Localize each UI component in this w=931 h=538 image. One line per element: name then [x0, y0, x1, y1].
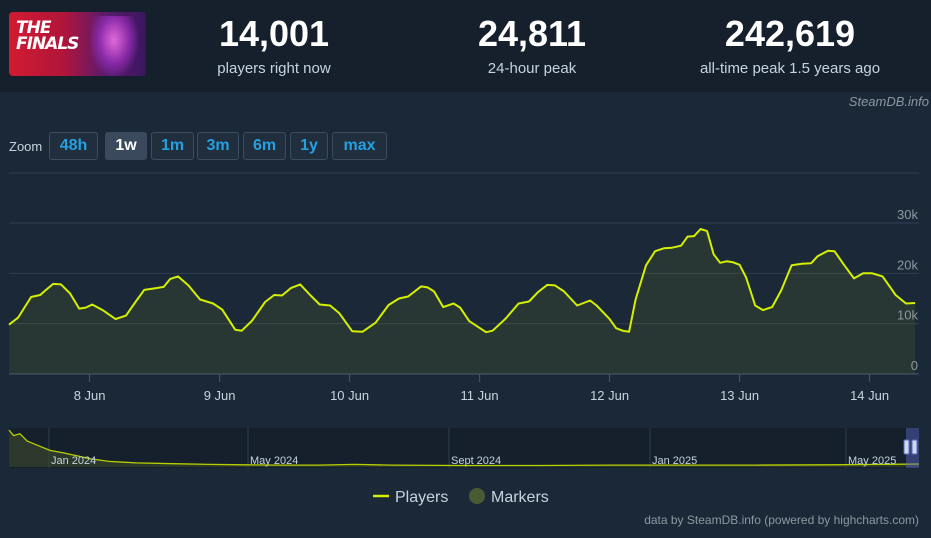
brand-link[interactable]: SteamDB.info: [848, 94, 929, 109]
navigator-line: [8, 429, 920, 467]
chart-credit[interactable]: data by SteamDB.info (powered by highcha…: [644, 513, 919, 527]
stat-value: 24,811: [477, 13, 587, 54]
chart-line-layer: [8, 228, 916, 334]
x-tick-label: 13 Jun: [720, 388, 759, 403]
navigator-area: [9, 430, 919, 467]
x-tick-label: 11 Jun: [461, 388, 499, 403]
navigator-background: [9, 428, 919, 468]
chart-area-fill: [9, 229, 916, 374]
y-tick-label: 0: [911, 358, 918, 373]
zoom-label: Zoom: [9, 139, 43, 154]
game-logo-image[interactable]: THE FINALS: [9, 12, 146, 76]
stat-label: players right now: [217, 60, 331, 77]
chart-gridlines: [9, 172, 919, 375]
zoom-button-1m[interactable]: 1m: [151, 132, 194, 160]
legend-item-players[interactable]: Players: [373, 489, 448, 506]
game-logo-text: THE FINALS: [16, 18, 79, 54]
legend-item-markers[interactable]: Markers: [469, 488, 549, 506]
x-tick-label: 9 Jun: [204, 388, 236, 403]
navigator[interactable]: Jan 2024 May 2024 Sept 2024 Jan 2025 May 202…: [8, 428, 920, 468]
navigator-axis-labels: Jan 2024 May 2024 Sept 2024 Jan 2025 May 202…: [51, 455, 896, 467]
zoom-button-max[interactable]: max: [332, 132, 387, 160]
zoom-button-1w[interactable]: 1w: [105, 132, 147, 160]
y-tick-label: 30k: [897, 207, 918, 222]
x-tick-label: 8 Jun: [74, 388, 106, 403]
legend-circle-symbol: [469, 488, 485, 504]
navigator-tick-label: May 2024: [250, 455, 298, 467]
stat-value: 242,619: [724, 13, 856, 54]
stat-label: all-time peak 1.5 years ago: [699, 60, 881, 77]
x-tick-label: 14 Jun: [850, 388, 889, 403]
legend-label-players: Players: [395, 489, 448, 506]
x-tick-label: 10 Jun: [330, 388, 369, 403]
navigator-gridlines: [48, 428, 847, 468]
navigator-handle-right[interactable]: [911, 439, 918, 455]
x-tick-label: 12 Jun: [590, 388, 629, 403]
x-axis: 8 Jun 9 Jun 10 Jun 11 Jun 12 Jun 13 Jun 14 Jun: [74, 374, 889, 403]
series-area-players: [9, 229, 916, 374]
series-line-players: [8, 228, 916, 334]
y-axis-labels: 0 10k 20k 30k: [897, 207, 918, 373]
navigator-tick-label: Jan 2025: [652, 455, 697, 467]
navigator-handle-left[interactable]: [903, 439, 910, 455]
legend[interactable]: Players Markers: [373, 488, 549, 506]
header: THE FINALS 14,001 players right now 24,8…: [0, 0, 931, 92]
y-tick-label: 20k: [897, 257, 918, 272]
navigator-selection[interactable]: [906, 428, 919, 468]
legend-label-markers: Markers: [491, 489, 549, 506]
stat-label: 24-hour peak: [487, 60, 577, 77]
zoom-button-48h[interactable]: 48h: [49, 132, 98, 160]
navigator-tick-label: May 2025: [848, 455, 896, 467]
stat-all-time-peak: 242,619 all-time peak 1.5 years ago: [685, 14, 895, 79]
y-tick-label: 10k: [897, 308, 918, 323]
brand-bar: [0, 92, 931, 112]
navigator-tick-label: Jan 2024: [51, 455, 96, 467]
stat-value: 14,001: [218, 13, 330, 54]
zoom-button-6m[interactable]: 6m: [243, 132, 286, 160]
game-character-art: [90, 16, 138, 76]
zoom-button-1y[interactable]: 1y: [290, 132, 328, 160]
navigator-tick-label: Sept 2024: [451, 455, 501, 467]
stat-players-now: 14,001 players right now: [194, 14, 354, 79]
zoom-button-3m[interactable]: 3m: [197, 132, 239, 160]
stat-24h-peak: 24,811 24-hour peak: [452, 14, 612, 79]
